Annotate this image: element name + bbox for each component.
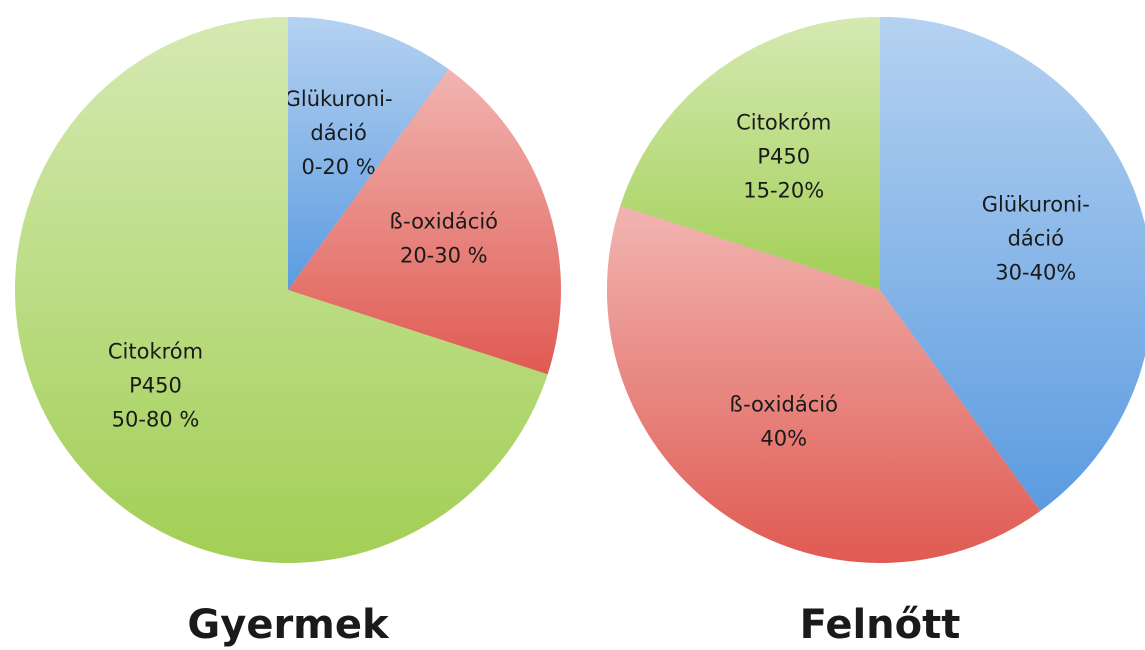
slice-label-line: dáció	[1008, 226, 1064, 250]
slice-label-line: P450	[757, 144, 810, 168]
value-label: 15-20%	[743, 178, 824, 202]
slice-shine	[288, 17, 449, 290]
chart-title: Felnőtt	[800, 602, 961, 648]
value-label: 20-30 %	[400, 243, 488, 267]
slice-label: Citokróm P450 15-20%	[736, 110, 831, 202]
chart-title: Gyermek	[187, 602, 390, 648]
slice-label: Citokróm P450 50-80 %	[108, 339, 203, 431]
slice-shine	[14, 17, 548, 563]
slice-shine	[288, 69, 561, 375]
value-label: 0-20 %	[301, 155, 375, 179]
slice-label: ß-oxidáció 40%	[729, 393, 837, 451]
slice-label-line: ß-oxidáció	[729, 393, 837, 417]
slice-shine	[607, 205, 1041, 563]
slice-label-line: Citokróm	[108, 339, 203, 363]
slice-shine	[880, 17, 1145, 511]
slice-label-line: P450	[129, 373, 182, 397]
slice-shine	[620, 17, 880, 290]
slice-label-line: Glükuroni-	[285, 87, 393, 111]
slice-label-line: Glükuroni-	[982, 192, 1090, 216]
slice-label: Glükuroni-dáció 30-40%	[982, 192, 1090, 284]
value-label: 30-40%	[995, 260, 1076, 284]
slice-label: Glükuroni-dáció 0-20 %	[285, 87, 393, 179]
slice-label-line: Citokróm	[736, 110, 831, 134]
value-label: 50-80 %	[112, 407, 200, 431]
slice-label-line: ß-oxidáció	[390, 209, 498, 233]
slice-label-line: dáció	[310, 121, 366, 145]
value-label: 40%	[760, 427, 807, 451]
slice-label: ß-oxidáció 20-30 %	[390, 209, 498, 267]
